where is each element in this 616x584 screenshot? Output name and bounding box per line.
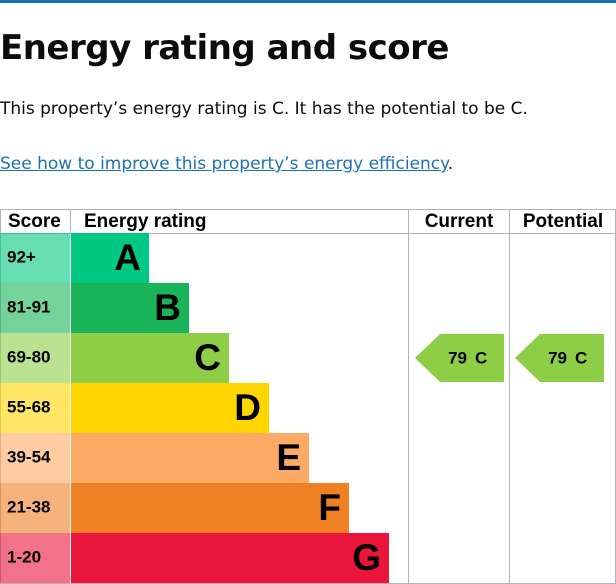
rating-band <box>71 383 269 433</box>
page-title: Energy rating and score <box>0 28 450 68</box>
header-current: Current <box>425 211 494 232</box>
improve-link[interactable]: See how to improve this property’s energ… <box>0 154 448 174</box>
score-cell <box>0 533 70 583</box>
rating-letter: C <box>194 337 221 378</box>
rating-band <box>71 283 189 333</box>
score-range: 21-38 <box>7 497 50 516</box>
rating-band <box>71 433 309 483</box>
current-rating: C <box>475 348 487 367</box>
rating-band <box>71 233 149 283</box>
score-range: 55-68 <box>7 397 50 416</box>
score-cell <box>0 483 70 533</box>
potential-rating: C <box>575 348 587 367</box>
intro-text: This property’s energy rating is C. It h… <box>0 99 528 119</box>
score-range: 1-20 <box>7 547 41 566</box>
score-cell <box>0 283 70 333</box>
current-score: 79 <box>448 348 467 367</box>
link-line: See how to improve this property’s energ… <box>0 154 453 174</box>
rating-band <box>71 483 349 533</box>
header-score: Score <box>8 211 61 232</box>
top-bar <box>0 0 616 3</box>
rating-letter: B <box>154 287 181 328</box>
rating-letter: G <box>352 537 381 578</box>
score-range: 92+ <box>7 247 36 266</box>
rating-letter: A <box>114 237 141 278</box>
score-range: 39-54 <box>7 447 51 466</box>
rating-band <box>71 533 389 583</box>
score-cell <box>0 233 70 283</box>
header-potential: Potential <box>523 211 603 232</box>
link-punct: . <box>447 154 454 174</box>
rating-letter: F <box>318 487 341 528</box>
current-arrow <box>415 334 504 382</box>
score-cell <box>0 333 70 383</box>
header-rating: Energy rating <box>84 211 206 232</box>
potential-score: 79 <box>548 348 567 367</box>
score-cell <box>0 383 70 433</box>
score-range: 81-91 <box>7 297 50 316</box>
potential-arrow <box>515 334 604 382</box>
score-range: 69-80 <box>7 347 50 366</box>
rating-letter: E <box>276 437 301 478</box>
score-cell <box>0 433 70 483</box>
rating-letter: D <box>234 387 261 428</box>
rating-band <box>71 333 229 383</box>
